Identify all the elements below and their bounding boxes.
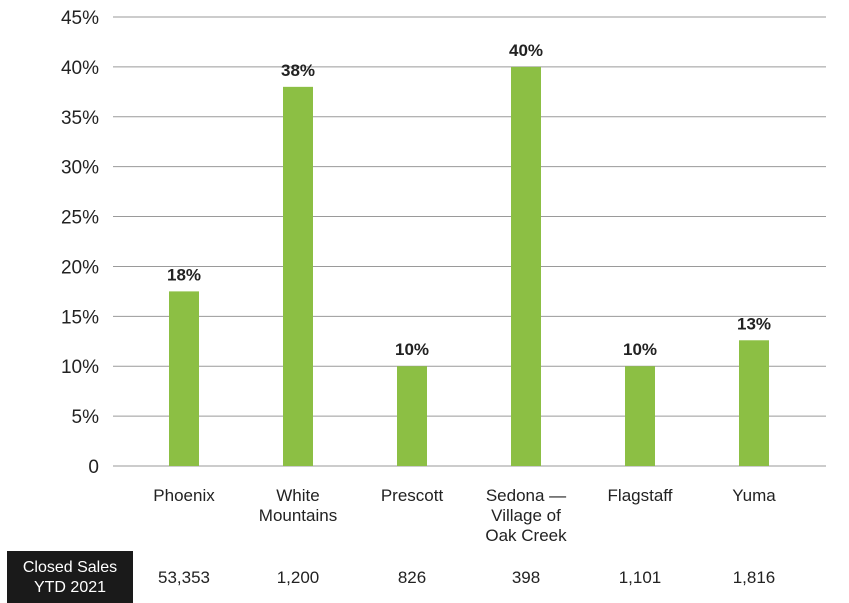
category-label: Phoenix — [153, 486, 215, 505]
closed-sales-title-box — [7, 551, 133, 603]
closed-sales-value: 53,353 — [158, 568, 210, 587]
y-tick-label: 0 — [88, 457, 99, 478]
bars — [169, 66, 769, 466]
category-labels: Phoenix White Mountains Prescott Sedona — Vil… — [153, 486, 776, 545]
data-label: 18% — [167, 265, 201, 284]
category-label: Yuma — [732, 486, 776, 505]
closed-sales-value: 1,816 — [733, 568, 776, 587]
bar — [739, 340, 769, 466]
y-tick-label: 10% — [61, 357, 99, 378]
bar — [397, 366, 427, 466]
data-label: 10% — [395, 340, 429, 359]
y-tick-label: 15% — [61, 307, 99, 328]
closed-sales-row: Closed Sales YTD 2021 53,353 1,200 826 398 1,… — [7, 551, 775, 603]
y-tick-label: 20% — [61, 257, 99, 278]
y-tick-label: 35% — [61, 108, 99, 129]
data-label: 38% — [281, 61, 315, 80]
category-label: Flagstaff — [608, 486, 673, 505]
category-label: White Mountains — [259, 486, 337, 525]
closed-sales-value: 398 — [512, 568, 540, 587]
bar — [625, 366, 655, 466]
data-label: 10% — [623, 340, 657, 359]
closed-sales-title: Closed Sales YTD 2021 — [23, 559, 117, 596]
data-label: 13% — [737, 314, 771, 333]
bar — [511, 66, 541, 466]
closed-sales-value: 1,200 — [277, 568, 320, 587]
bar — [283, 86, 313, 466]
y-tick-label: 45% — [61, 8, 99, 29]
data-label: 40% — [509, 41, 543, 60]
y-tick-label: 5% — [72, 407, 100, 428]
closed-sales-value: 1,101 — [619, 568, 662, 587]
gridlines — [113, 16, 826, 467]
bar — [169, 291, 199, 466]
y-tick-label: 40% — [61, 58, 99, 79]
y-axis-tick-labels: 0 5% 10% 15% 20% 25% 30% 35% 40% 45% — [61, 8, 99, 478]
category-label: Sedona — Village of Oak Creek — [485, 486, 567, 545]
category-label: Prescott — [381, 486, 444, 505]
closed-sales-value: 826 — [398, 568, 426, 587]
data-labels: 18% 38% 10% 40% 10% 13% — [167, 41, 771, 359]
y-tick-label: 25% — [61, 208, 99, 229]
y-tick-label: 30% — [61, 158, 99, 179]
